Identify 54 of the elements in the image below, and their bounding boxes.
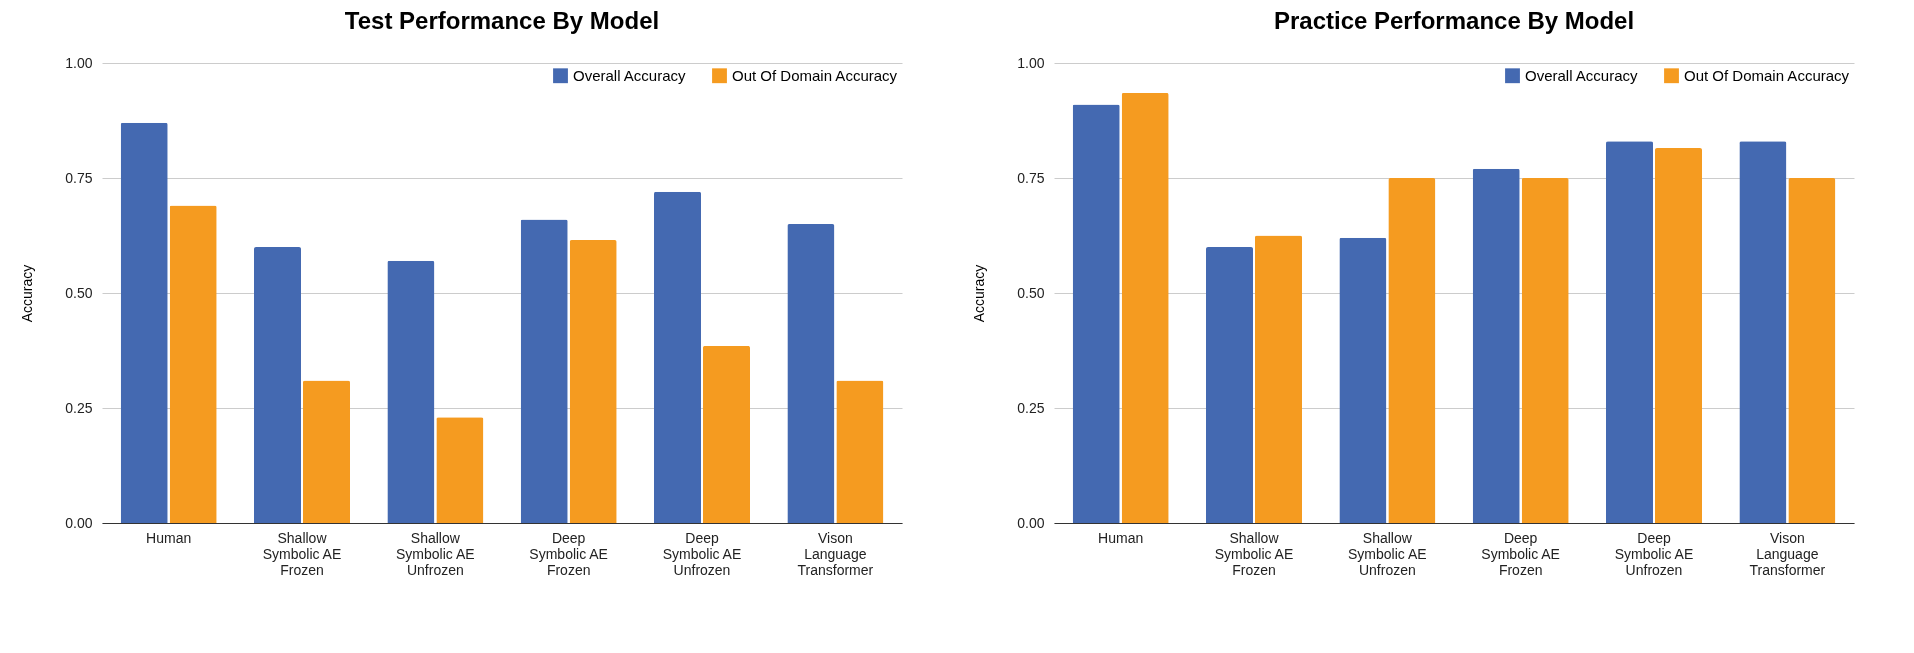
bar bbox=[520, 219, 568, 523]
bar bbox=[1339, 237, 1387, 523]
y-tick-label: 0.25 bbox=[1017, 399, 1045, 416]
x-tick-label: Deep Symbolic AE Unfrozen bbox=[1614, 529, 1694, 578]
bar bbox=[1072, 104, 1120, 523]
bar bbox=[836, 380, 884, 523]
x-tick-label: Vison Language Transformer bbox=[1749, 529, 1826, 578]
bar bbox=[1606, 141, 1654, 523]
bar bbox=[254, 247, 302, 523]
x-tick-label: Deep Symbolic AE Unfrozen bbox=[662, 529, 742, 578]
bar bbox=[436, 417, 484, 523]
bar bbox=[1121, 92, 1169, 523]
bar bbox=[1254, 235, 1302, 523]
bar bbox=[1521, 178, 1569, 523]
y-tick-label: 0.50 bbox=[1017, 284, 1045, 301]
x-tick-label: Shallow Symbolic AE Unfrozen bbox=[396, 529, 475, 578]
x-tick-label: Vison Language Transformer bbox=[797, 529, 874, 578]
bar bbox=[120, 122, 168, 523]
legend-label: Out Of Domain Accuracy bbox=[1684, 66, 1850, 84]
y-tick-label: 0.50 bbox=[65, 284, 93, 301]
bar bbox=[1206, 247, 1254, 523]
x-tick-label: Deep Symbolic AE Frozen bbox=[529, 529, 608, 578]
x-tick-label: Deep Symbolic AE Frozen bbox=[1481, 529, 1560, 578]
y-axis-title: Accuracy bbox=[971, 264, 988, 323]
x-tick-label: Human bbox=[1098, 529, 1144, 546]
legend-label: Overall Accuracy bbox=[573, 66, 687, 84]
x-tick-label: Shallow Symbolic AE Unfrozen bbox=[1348, 529, 1427, 578]
bar bbox=[302, 380, 350, 523]
chart-title: Practice Performance By Model bbox=[1273, 7, 1635, 34]
bar bbox=[787, 224, 835, 523]
bar bbox=[1388, 178, 1436, 523]
y-tick-label: 0.75 bbox=[1017, 169, 1045, 186]
y-tick-label: 0.00 bbox=[65, 514, 93, 531]
y-tick-label: 0.25 bbox=[65, 399, 93, 416]
y-tick-label: 0.75 bbox=[65, 169, 93, 186]
legend-label: Out Of Domain Accuracy bbox=[732, 66, 898, 84]
x-tick-label: Shallow Symbolic AE Frozen bbox=[262, 529, 342, 578]
bar bbox=[387, 260, 435, 523]
y-axis-title: Accuracy bbox=[19, 264, 36, 323]
x-tick-label: Shallow Symbolic AE Frozen bbox=[1214, 529, 1294, 578]
bar bbox=[1739, 141, 1787, 523]
bar bbox=[1788, 178, 1836, 523]
chart-title: Test Performance By Model bbox=[344, 7, 660, 34]
x-tick-label: Human bbox=[146, 529, 192, 546]
y-tick-label: 1.00 bbox=[65, 54, 93, 71]
bar bbox=[654, 191, 702, 523]
y-tick-label: 0.00 bbox=[1017, 514, 1045, 531]
y-tick-label: 1.00 bbox=[1017, 54, 1045, 71]
bar bbox=[702, 345, 750, 523]
legend-label: Overall Accuracy bbox=[1525, 66, 1639, 84]
bar bbox=[1472, 168, 1520, 523]
bar bbox=[1654, 148, 1702, 523]
bar bbox=[569, 240, 617, 523]
bar bbox=[169, 205, 217, 523]
